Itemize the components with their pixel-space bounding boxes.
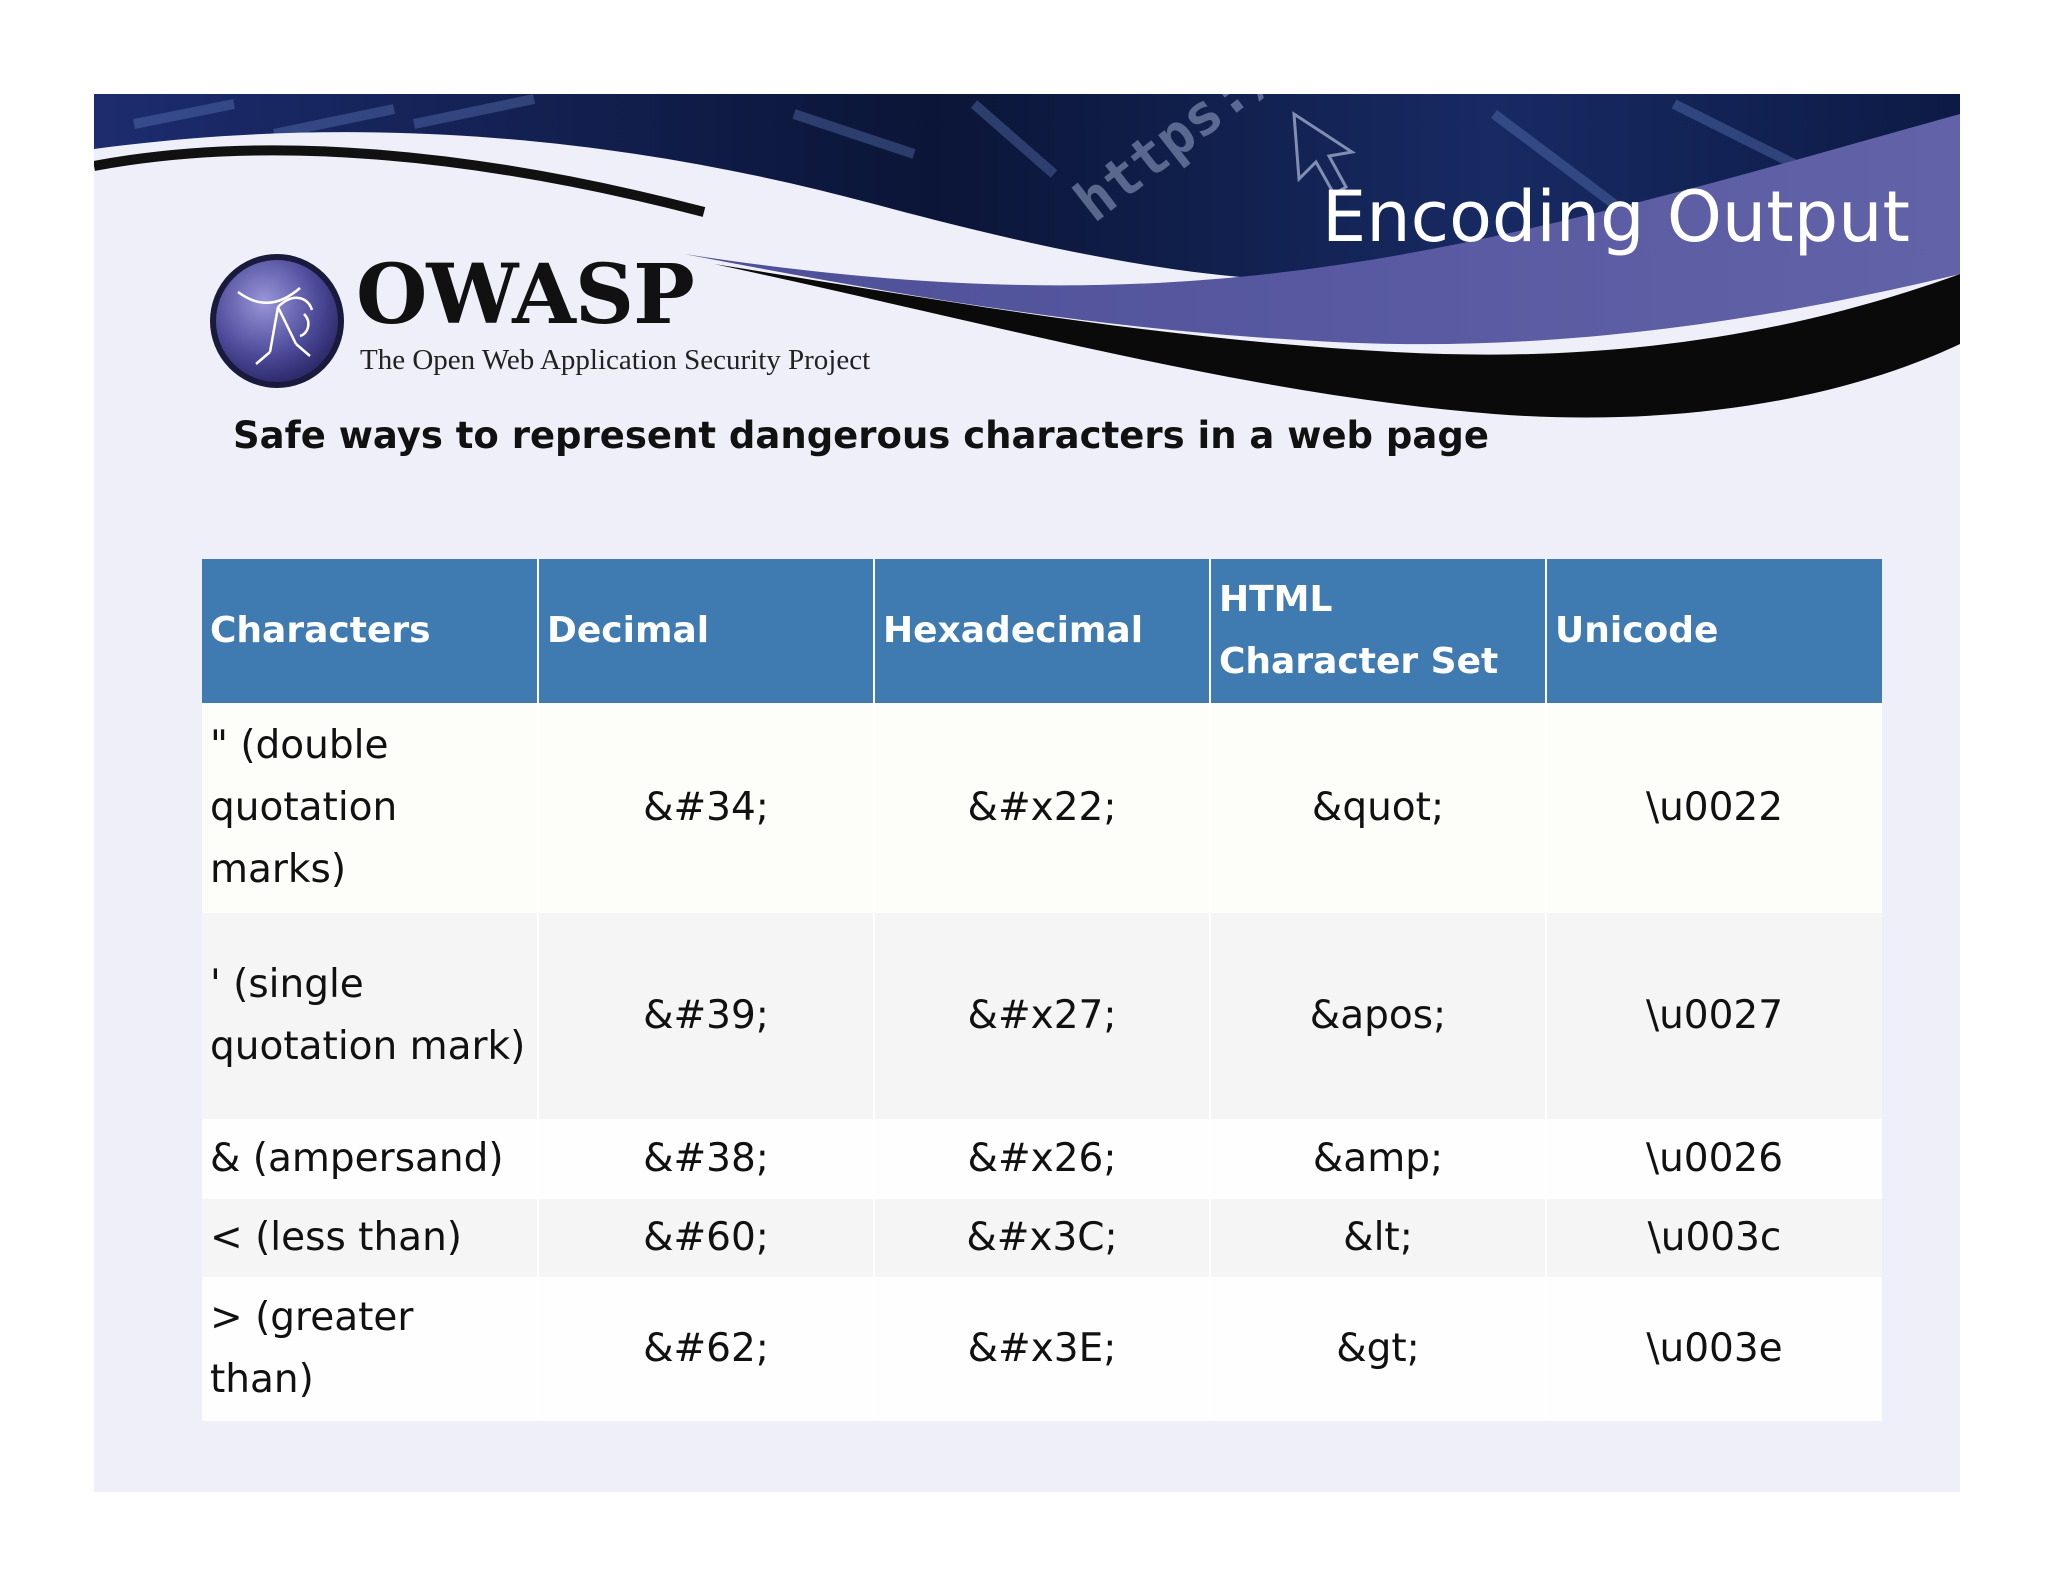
owasp-logo: OWASP The Open Web Application Security … <box>208 252 968 392</box>
cell-character: ' (single quotation mark) <box>202 913 539 1119</box>
table-header-row: Characters Decimal Hexadecimal HTML Char… <box>202 559 1882 703</box>
cell-unicode: \u003c <box>1546 1199 1882 1277</box>
cell-html-entity: &lt; <box>1210 1199 1547 1277</box>
slide-subtitle: Safe ways to represent dangerous charact… <box>233 414 1489 457</box>
cell-html-entity: &apos; <box>1210 913 1547 1119</box>
cell-html-entity: &gt; <box>1210 1277 1547 1421</box>
cell-decimal: &#60; <box>538 1199 875 1277</box>
cell-character: > (greater than) <box>202 1277 539 1421</box>
cursor-arrow-icon <box>1292 111 1356 197</box>
cell-unicode: \u0022 <box>1546 703 1882 913</box>
cell-unicode: \u0027 <box>1546 913 1882 1119</box>
cell-unicode: \u0026 <box>1546 1119 1882 1199</box>
cell-character: " (double quotation marks) <box>202 703 539 913</box>
banner-black-curve <box>94 145 706 217</box>
cell-html-entity: &quot; <box>1210 703 1547 913</box>
table-row: > (greater than) &#62; &#x3E; &gt; \u003… <box>202 1277 1882 1421</box>
cell-hexadecimal: &#x27; <box>874 913 1211 1119</box>
slide-title: Encoding Output <box>1322 176 1910 258</box>
header-html-character-set: HTML Character Set <box>1210 559 1547 703</box>
owasp-wasp-emblem-icon <box>210 254 344 388</box>
header-characters: Characters <box>202 559 539 703</box>
banner-photo-texture <box>133 94 1797 208</box>
table-row: < (less than) &#60; &#x3C; &lt; \u003c <box>202 1199 1882 1277</box>
slide: https:// Encoding Output OWASP <box>94 94 1960 1492</box>
cell-html-entity: &amp; <box>1210 1119 1547 1199</box>
header-banner: https:// <box>94 94 1960 434</box>
header-decimal: Decimal <box>538 559 875 703</box>
owasp-logo-name: OWASP <box>356 247 695 343</box>
cell-hexadecimal: &#x3C; <box>874 1199 1211 1277</box>
encoding-table: Characters Decimal Hexadecimal HTML Char… <box>202 559 1882 1421</box>
table-row: & (ampersand) &#38; &#x26; &amp; \u0026 <box>202 1119 1882 1199</box>
banner-dark-swoosh <box>714 264 1960 418</box>
cell-hexadecimal: &#x22; <box>874 703 1211 913</box>
cell-hexadecimal: &#x26; <box>874 1119 1211 1199</box>
cell-decimal: &#62; <box>538 1277 875 1421</box>
header-hexadecimal: Hexadecimal <box>874 559 1211 703</box>
cell-decimal: &#34; <box>538 703 875 913</box>
cell-character: & (ampersand) <box>202 1119 539 1199</box>
cell-unicode: \u003e <box>1546 1277 1882 1421</box>
cell-decimal: &#39; <box>538 913 875 1119</box>
table-row: ' (single quotation mark) &#39; &#x27; &… <box>202 913 1882 1119</box>
owasp-logo-tagline: The Open Web Application Security Projec… <box>360 344 871 376</box>
header-unicode: Unicode <box>1546 559 1882 703</box>
banner-purple-band <box>684 114 1960 345</box>
table-row: " (double quotation marks) &#34; &#x22; … <box>202 703 1882 913</box>
cell-character: < (less than) <box>202 1199 539 1277</box>
cell-hexadecimal: &#x3E; <box>874 1277 1211 1421</box>
cell-decimal: &#38; <box>538 1119 875 1199</box>
